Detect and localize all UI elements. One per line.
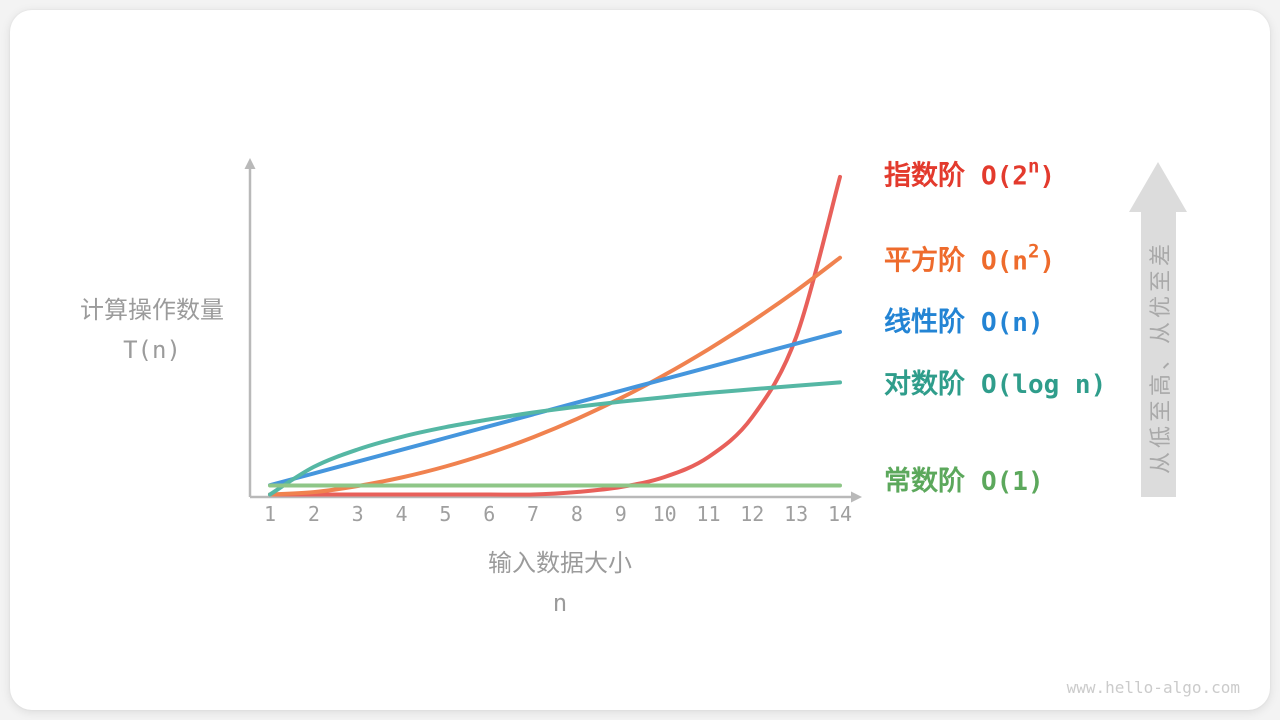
legend-big-o-exponential: O(2n): [981, 155, 1056, 192]
curve-logarithmic: [268, 380, 842, 497]
x-tick-4: 4: [395, 502, 408, 526]
y-axis-label-text: 计算操作数量: [80, 296, 224, 324]
x-tick-9: 9: [614, 502, 627, 526]
x-tick-5: 5: [439, 502, 452, 526]
legend-big-o-linear: O(n): [981, 308, 1044, 338]
watermark: www.hello-algo.com: [1066, 678, 1240, 697]
legend-item-linear: 线性阶 O(n): [884, 309, 1044, 337]
legend-label-exponential: 指数阶: [884, 160, 965, 192]
y-axis-label: 计算操作数量 T(n): [80, 290, 224, 370]
legend-label-logarithmic: 对数阶: [884, 369, 965, 400]
y-axis-arrow-icon: [244, 158, 256, 169]
legend-item-exponential: 指数阶 O(2n): [884, 156, 1055, 191]
x-tick-10: 10: [652, 502, 677, 526]
x-tick-6: 6: [483, 502, 496, 526]
complexity-curves: [268, 174, 842, 497]
curve-exponential: [268, 174, 842, 497]
legend-item-logarithmic: 对数阶 O(log n): [884, 371, 1106, 399]
legend-item-quadratic: 平方阶 O(n2): [884, 241, 1055, 276]
x-tick-1: 1: [263, 502, 277, 526]
chart-stage: 计算操作数量 T(n) 输入数据大小 n 1 2 3 4 5 6 7 8 9 10 11 12 13 14…: [10, 10, 1270, 710]
x-tick-7: 7: [527, 502, 540, 526]
x-axis-label-text: 输入数据大小: [488, 549, 632, 577]
x-axis-label: 输入数据大小 n: [488, 543, 632, 623]
legend-big-o-logarithmic: O(log n): [981, 370, 1107, 400]
trend-arrow-icon: [1129, 162, 1187, 497]
trend-arrow-label: 从低至高、从优至差: [1149, 239, 1174, 475]
curve-quadratic: [268, 255, 842, 497]
legend-label-quadratic: 平方阶: [884, 245, 965, 277]
y-axis-label-symbol: T(n): [123, 336, 181, 364]
legend-item-constant: 常数阶 O(1): [884, 468, 1044, 496]
x-tick-8: 8: [570, 502, 583, 526]
figure-card: 计算操作数量 T(n) 输入数据大小 n 1 2 3 4 5 6 7 8 9 10 11 12 13 14…: [10, 10, 1270, 710]
legend-big-o-quadratic: O(n2): [981, 240, 1056, 277]
x-tick-12: 12: [740, 502, 765, 526]
x-axis-label-symbol: n: [552, 589, 568, 617]
legend-big-o-constant: O(1): [981, 467, 1044, 497]
legend-label-constant: 常数阶: [884, 466, 965, 497]
legend-label-linear: 线性阶: [884, 307, 965, 338]
x-axis-arrow-icon: [851, 491, 862, 503]
chart-canvas: [244, 158, 1187, 503]
x-tick-3: 3: [351, 502, 364, 526]
x-tick-11: 11: [696, 502, 721, 526]
x-tick-14: 14: [827, 502, 853, 526]
x-tick-2: 2: [307, 502, 320, 526]
x-tick-13: 13: [784, 502, 809, 526]
